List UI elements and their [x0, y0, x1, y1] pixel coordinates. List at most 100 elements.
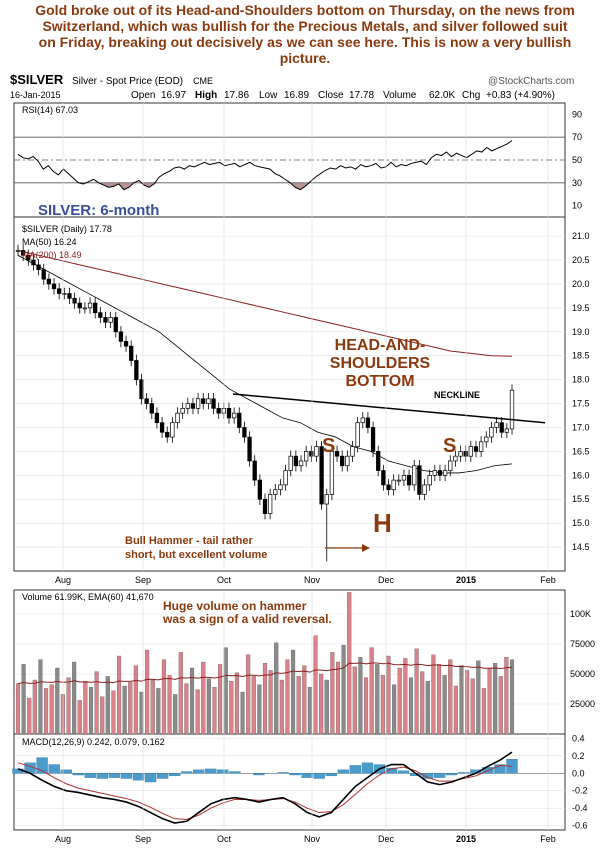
candle-body [304, 451, 309, 462]
volume-bar [44, 688, 49, 735]
rsi-tick-label: 50 [572, 155, 582, 165]
candle-body [67, 293, 72, 299]
volume-bar [509, 659, 515, 735]
close-label: Close [318, 90, 344, 101]
candle-body [190, 403, 196, 409]
candle-body [406, 474, 412, 486]
volume-bar [206, 678, 211, 735]
volume-bar [493, 663, 498, 735]
candle-body [93, 302, 98, 314]
candle-body [195, 398, 201, 409]
symbol-label: $SILVER [10, 72, 64, 87]
candle-body [211, 398, 216, 409]
caption-line: Gold broke out of its Head-and-Shoulders… [35, 2, 575, 18]
volume-bar [55, 667, 60, 735]
rsi-tick-label: 10 [572, 201, 582, 211]
macd-histogram-bar [337, 769, 349, 774]
candle-body [267, 494, 273, 514]
candle-body [448, 460, 453, 471]
candle-body [159, 422, 165, 433]
volume-bar [453, 685, 458, 735]
date-label: 16-Jan-2015 [10, 90, 61, 100]
volume-bar [72, 661, 77, 735]
candle-body [319, 446, 324, 505]
candle-body [350, 446, 355, 457]
volume-bar [504, 657, 509, 735]
open-value: 16.97 [161, 90, 186, 101]
volume-bar [397, 667, 402, 735]
candle-body [489, 427, 494, 438]
volume-bar [145, 649, 150, 735]
macd-panel-frame [13, 733, 566, 831]
candle-body [154, 412, 160, 424]
caption-line: Switzerland, which was bullish for the P… [42, 18, 568, 34]
volume-bar [319, 673, 324, 735]
candle-body [376, 451, 381, 471]
high-value: 17.86 [224, 90, 249, 101]
candle-body [201, 398, 206, 404]
annotation-hs-line3: BOTTOM [345, 373, 414, 390]
volume-bar [268, 670, 273, 735]
macd-histogram-bar [132, 773, 145, 781]
candle-body [36, 264, 41, 270]
macd-histogram-bar [397, 770, 410, 774]
annotation-hs-line2: SHOULDERS [330, 355, 431, 372]
volume-bar [66, 677, 71, 735]
candle-body [427, 474, 432, 486]
candle-body [412, 465, 417, 486]
candle-body [165, 431, 170, 438]
candle-body [118, 331, 124, 342]
ma200-legend: MA(200) 18.49 [22, 250, 82, 260]
volume-bar [38, 659, 43, 735]
candle-body [298, 460, 304, 467]
low-value: 16.89 [284, 90, 309, 101]
volume-bar [184, 683, 189, 735]
annotation-hs-line1: HEAD-AND- [335, 337, 426, 354]
volume-bar [212, 687, 217, 735]
volume-bar [352, 666, 357, 735]
price-tick-label: 17.5 [572, 399, 590, 409]
chg-value: +0.83 (+4.90%) [486, 90, 555, 101]
macd-tick-label: -0.6 [572, 821, 588, 831]
annotation-hammer-line2: short, but excellent volume [125, 549, 267, 561]
candle-body [458, 451, 463, 457]
macd-histogram-bar [168, 773, 181, 777]
candle-body [262, 498, 268, 514]
volume-value: 62.0K [429, 90, 455, 101]
candle-body [437, 470, 443, 476]
volume-bar [173, 694, 178, 735]
macd-histogram-bar [349, 765, 362, 774]
macd-histogram-bar [217, 769, 229, 774]
price-tick-label: 21.0 [572, 231, 590, 241]
candle-body [293, 455, 299, 467]
volume-bar [189, 667, 195, 735]
volume-bar [240, 691, 245, 735]
annotation-left-shoulder: S [322, 435, 335, 457]
candle-body [355, 422, 360, 447]
candle-body [494, 422, 499, 428]
price-tick-label: 19.5 [572, 303, 590, 313]
exchange-label: CME [193, 76, 213, 86]
candle-body [329, 451, 335, 495]
candle-body [206, 398, 211, 404]
rsi-tick-label: 90 [572, 109, 582, 119]
candle-body [185, 403, 190, 409]
candle-body [283, 470, 288, 486]
volume-bar [161, 659, 167, 735]
volume-bar [77, 700, 82, 735]
volume-bar [122, 685, 127, 735]
volume-bar [133, 665, 138, 735]
candle-body [26, 254, 31, 261]
x-axis-label: 2015 [456, 834, 476, 844]
candle-body [396, 479, 401, 482]
volume-bar [262, 663, 268, 735]
hammer-arrowhead [362, 544, 370, 552]
x-axis-label: Feb [540, 834, 556, 844]
macd-histogram-bar [289, 773, 301, 776]
volume-bar [375, 664, 380, 735]
candle-body [175, 412, 180, 424]
candle-body [499, 422, 504, 433]
candle-body [57, 288, 62, 294]
volume-bar [139, 691, 144, 735]
x-axis-label: Dec [378, 575, 395, 585]
